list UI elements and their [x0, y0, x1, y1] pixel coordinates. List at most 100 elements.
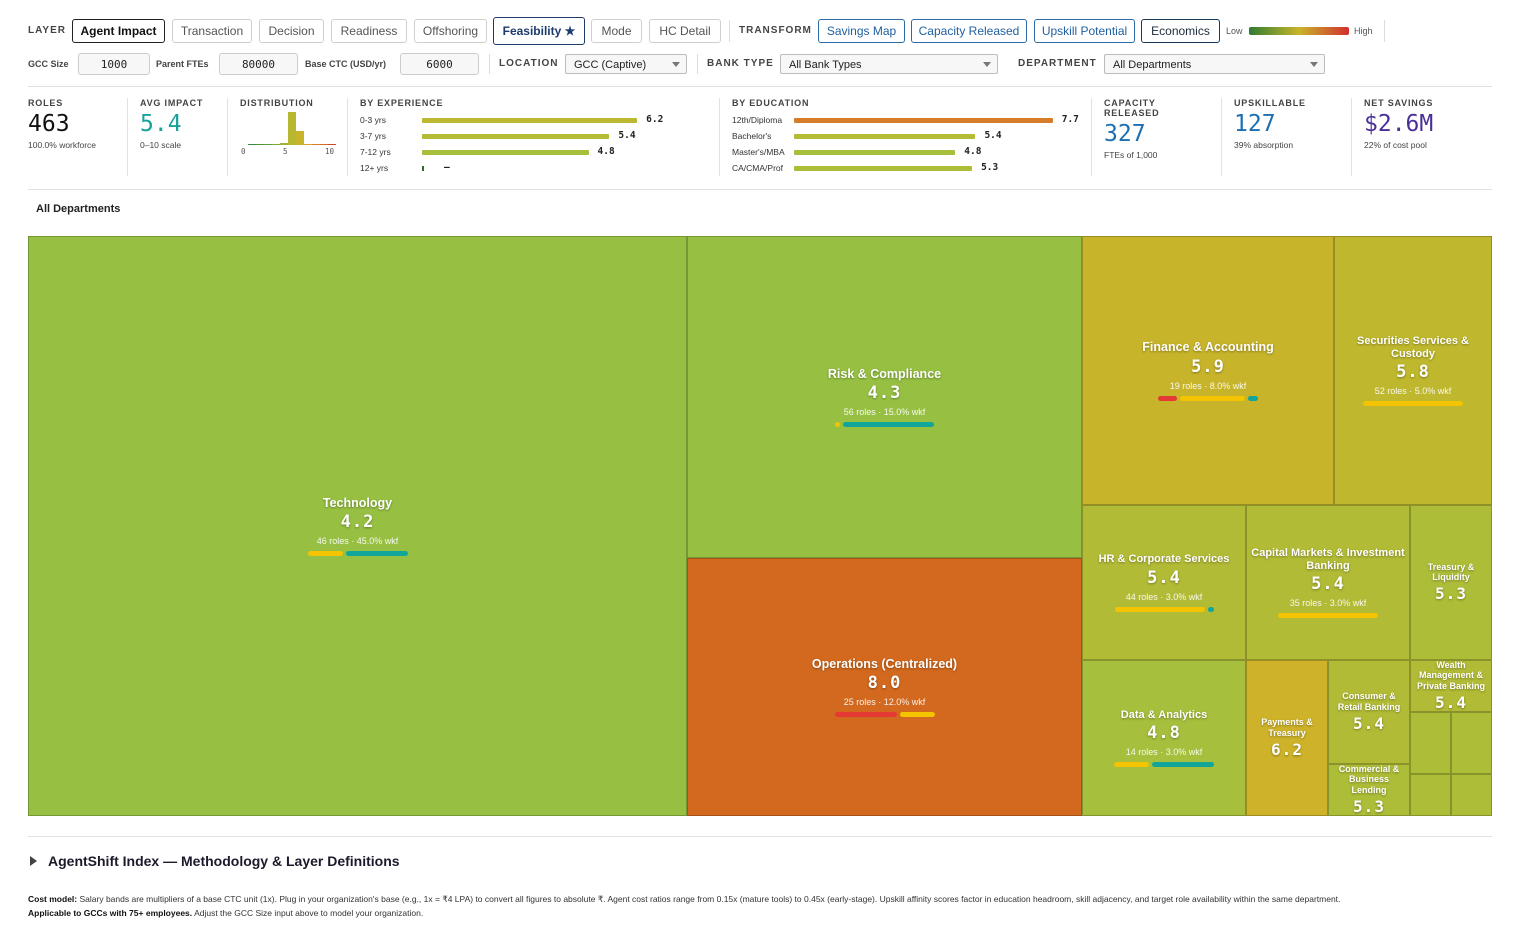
- tile-bar-segment: [1278, 613, 1378, 619]
- select[interactable]: All Bank Types: [780, 54, 998, 74]
- treemap-tile[interactable]: Operations (Centralized) 8.0 25 roles · 12…: [687, 558, 1082, 816]
- tile-bar-segment: [1180, 395, 1245, 401]
- tile-meta: 52 roles · 5.0% wkf: [1374, 386, 1452, 397]
- row-value: 4.8: [597, 146, 615, 157]
- treemap-tile[interactable]: Consumer & Retail Banking 5.4: [1328, 660, 1410, 764]
- treemap-tile[interactable]: [1410, 774, 1451, 816]
- toggle-arrow: [30, 856, 37, 866]
- treemap-tile[interactable]: Wealth Management & Private Banking 5.4: [1410, 660, 1492, 712]
- treemap-tile[interactable]: [1451, 774, 1492, 816]
- layer-button[interactable]: Decision: [259, 19, 324, 43]
- transform-button[interactable]: Savings Map: [818, 19, 905, 43]
- stat-label: BY EXPERIENCE: [360, 98, 444, 108]
- stat-sub: 22% of cost pool: [1364, 140, 1427, 150]
- stat-label: UPSKILLABLE: [1234, 98, 1306, 108]
- tile-bar-segment: [1114, 606, 1205, 612]
- row-label: 3-7 yrs: [360, 131, 386, 141]
- row-label: 12+ yrs: [360, 163, 389, 173]
- tile-name: Data & Analytics: [1120, 708, 1208, 721]
- row-value: —: [444, 162, 450, 173]
- treemap-tile[interactable]: Payments & Treasury 6.2: [1246, 660, 1328, 816]
- stat-value: 327: [1104, 121, 1146, 147]
- row-bar: [422, 150, 589, 155]
- tile-score: 8.0: [867, 673, 902, 694]
- input-label: GCC Size: [28, 59, 69, 69]
- treemap-tile[interactable]: Data & Analytics 4.8 14 roles · 3.0% wkf: [1082, 660, 1246, 816]
- methodology-toggle[interactable]: AgentShift Index — Methodology & Layer D…: [28, 852, 400, 870]
- tile-score: 5.8: [1396, 362, 1430, 383]
- tile-score: 5.4: [1147, 567, 1181, 588]
- footnote: Applicable to GCCs with 75+ employees. A…: [28, 908, 423, 918]
- layer-button[interactable]: Feasibility ★: [493, 17, 585, 45]
- histogram-bar: [272, 144, 280, 145]
- layer-button[interactable]: Readiness: [331, 19, 407, 43]
- transform-button[interactable]: Capacity Released: [911, 19, 1027, 43]
- select[interactable]: GCC (Captive): [565, 54, 687, 74]
- tile-bar-segment: [834, 712, 897, 718]
- treemap-tile[interactable]: Risk & Compliance 4.3 56 roles · 15.0% wkf: [687, 236, 1082, 558]
- layer-button[interactable]: Transaction: [172, 19, 252, 43]
- stat-label: NET SAVINGS: [1364, 98, 1434, 108]
- treemap-tile[interactable]: [1410, 712, 1451, 774]
- layer-button[interactable]: Mode: [591, 19, 642, 43]
- treemap-tile[interactable]: [1451, 712, 1492, 774]
- tile-name: Finance & Accounting: [1142, 340, 1274, 355]
- histogram-bar: [248, 144, 256, 145]
- treemap-tile[interactable]: Commercial & Business Lending 5.3: [1328, 764, 1410, 816]
- tile-name: Capital Markets & Investment Banking: [1251, 546, 1405, 572]
- separator: [227, 98, 228, 176]
- tile-bar-segment: [835, 422, 840, 428]
- transform-button[interactable]: Economics: [1141, 19, 1220, 43]
- stat-value: 5.4: [140, 111, 182, 137]
- select-label: DEPARTMENT: [1018, 58, 1097, 69]
- treemap-tile[interactable]: Treasury & Liquidity 5.3: [1410, 505, 1492, 660]
- stat-label: ROLES: [28, 98, 64, 108]
- row-label: CA/CMA/Prof: [732, 163, 784, 173]
- tile-meta: 46 roles · 45.0% wkf: [316, 536, 399, 547]
- separator: [1221, 98, 1222, 176]
- tile-bar-segment: [1152, 762, 1214, 768]
- layer-button[interactable]: Agent Impact: [72, 19, 165, 43]
- row-label: Master's/MBA: [732, 147, 785, 157]
- layer-button[interactable]: HC Detail: [649, 19, 721, 43]
- select-value: All Departments: [1113, 59, 1192, 71]
- row-bar: [794, 166, 973, 171]
- number-input[interactable]: 6000: [400, 53, 479, 75]
- separator: [28, 189, 1492, 190]
- methodology-title: AgentShift Index — Methodology & Layer D…: [48, 853, 400, 869]
- breadcrumb: All Departments: [36, 203, 121, 215]
- histogram-axis-label: 5: [283, 147, 288, 156]
- tile-bar-segment: [1158, 395, 1177, 401]
- number-input[interactable]: 80000: [219, 53, 298, 75]
- histogram-axis-label: 0: [241, 147, 246, 156]
- treemap-tile[interactable]: HR & Corporate Services 5.4 44 roles · 3.0…: [1082, 505, 1246, 660]
- tile-bar-segment: [1363, 401, 1463, 407]
- histogram-bar: [320, 144, 328, 145]
- tile-score: 5.9: [1191, 356, 1225, 377]
- treemap-tile[interactable]: Technology 4.2 46 roles · 45.0% wkf: [28, 236, 687, 816]
- treemap-tile[interactable]: Capital Markets & Investment Banking 5.4 3…: [1246, 505, 1410, 660]
- tile-name: Risk & Compliance: [827, 366, 942, 381]
- row-label: 12th/Diploma: [732, 115, 783, 125]
- histogram-bar: [288, 112, 296, 145]
- number-input[interactable]: 1000: [78, 53, 150, 75]
- select[interactable]: All Departments: [1104, 54, 1325, 74]
- separator: [347, 98, 348, 176]
- tile-score: 5.4: [1435, 693, 1467, 712]
- tile-score: 6.2: [1271, 739, 1303, 759]
- treemap-tile[interactable]: Securities Services & Custody 5.8 52 roles…: [1334, 236, 1492, 505]
- histogram-bar: [296, 131, 304, 145]
- tile-bar-segment: [307, 551, 343, 557]
- stat-label: DISTRIBUTION: [240, 98, 314, 108]
- separator: [28, 86, 1492, 87]
- tile-bar: [1363, 401, 1463, 407]
- layer-button[interactable]: Offshoring: [414, 19, 487, 43]
- transform-button[interactable]: Upskill Potential: [1034, 19, 1135, 43]
- treemap-tile[interactable]: Finance & Accounting 5.9 19 roles · 8.0% w…: [1082, 236, 1334, 505]
- legend-low: Low: [1226, 26, 1243, 36]
- stat-label: BY EDUCATION: [732, 98, 810, 108]
- tile-bar-segment: [1114, 762, 1149, 768]
- tile-meta: 56 roles · 15.0% wkf: [843, 407, 926, 418]
- select-arrow: [672, 62, 680, 67]
